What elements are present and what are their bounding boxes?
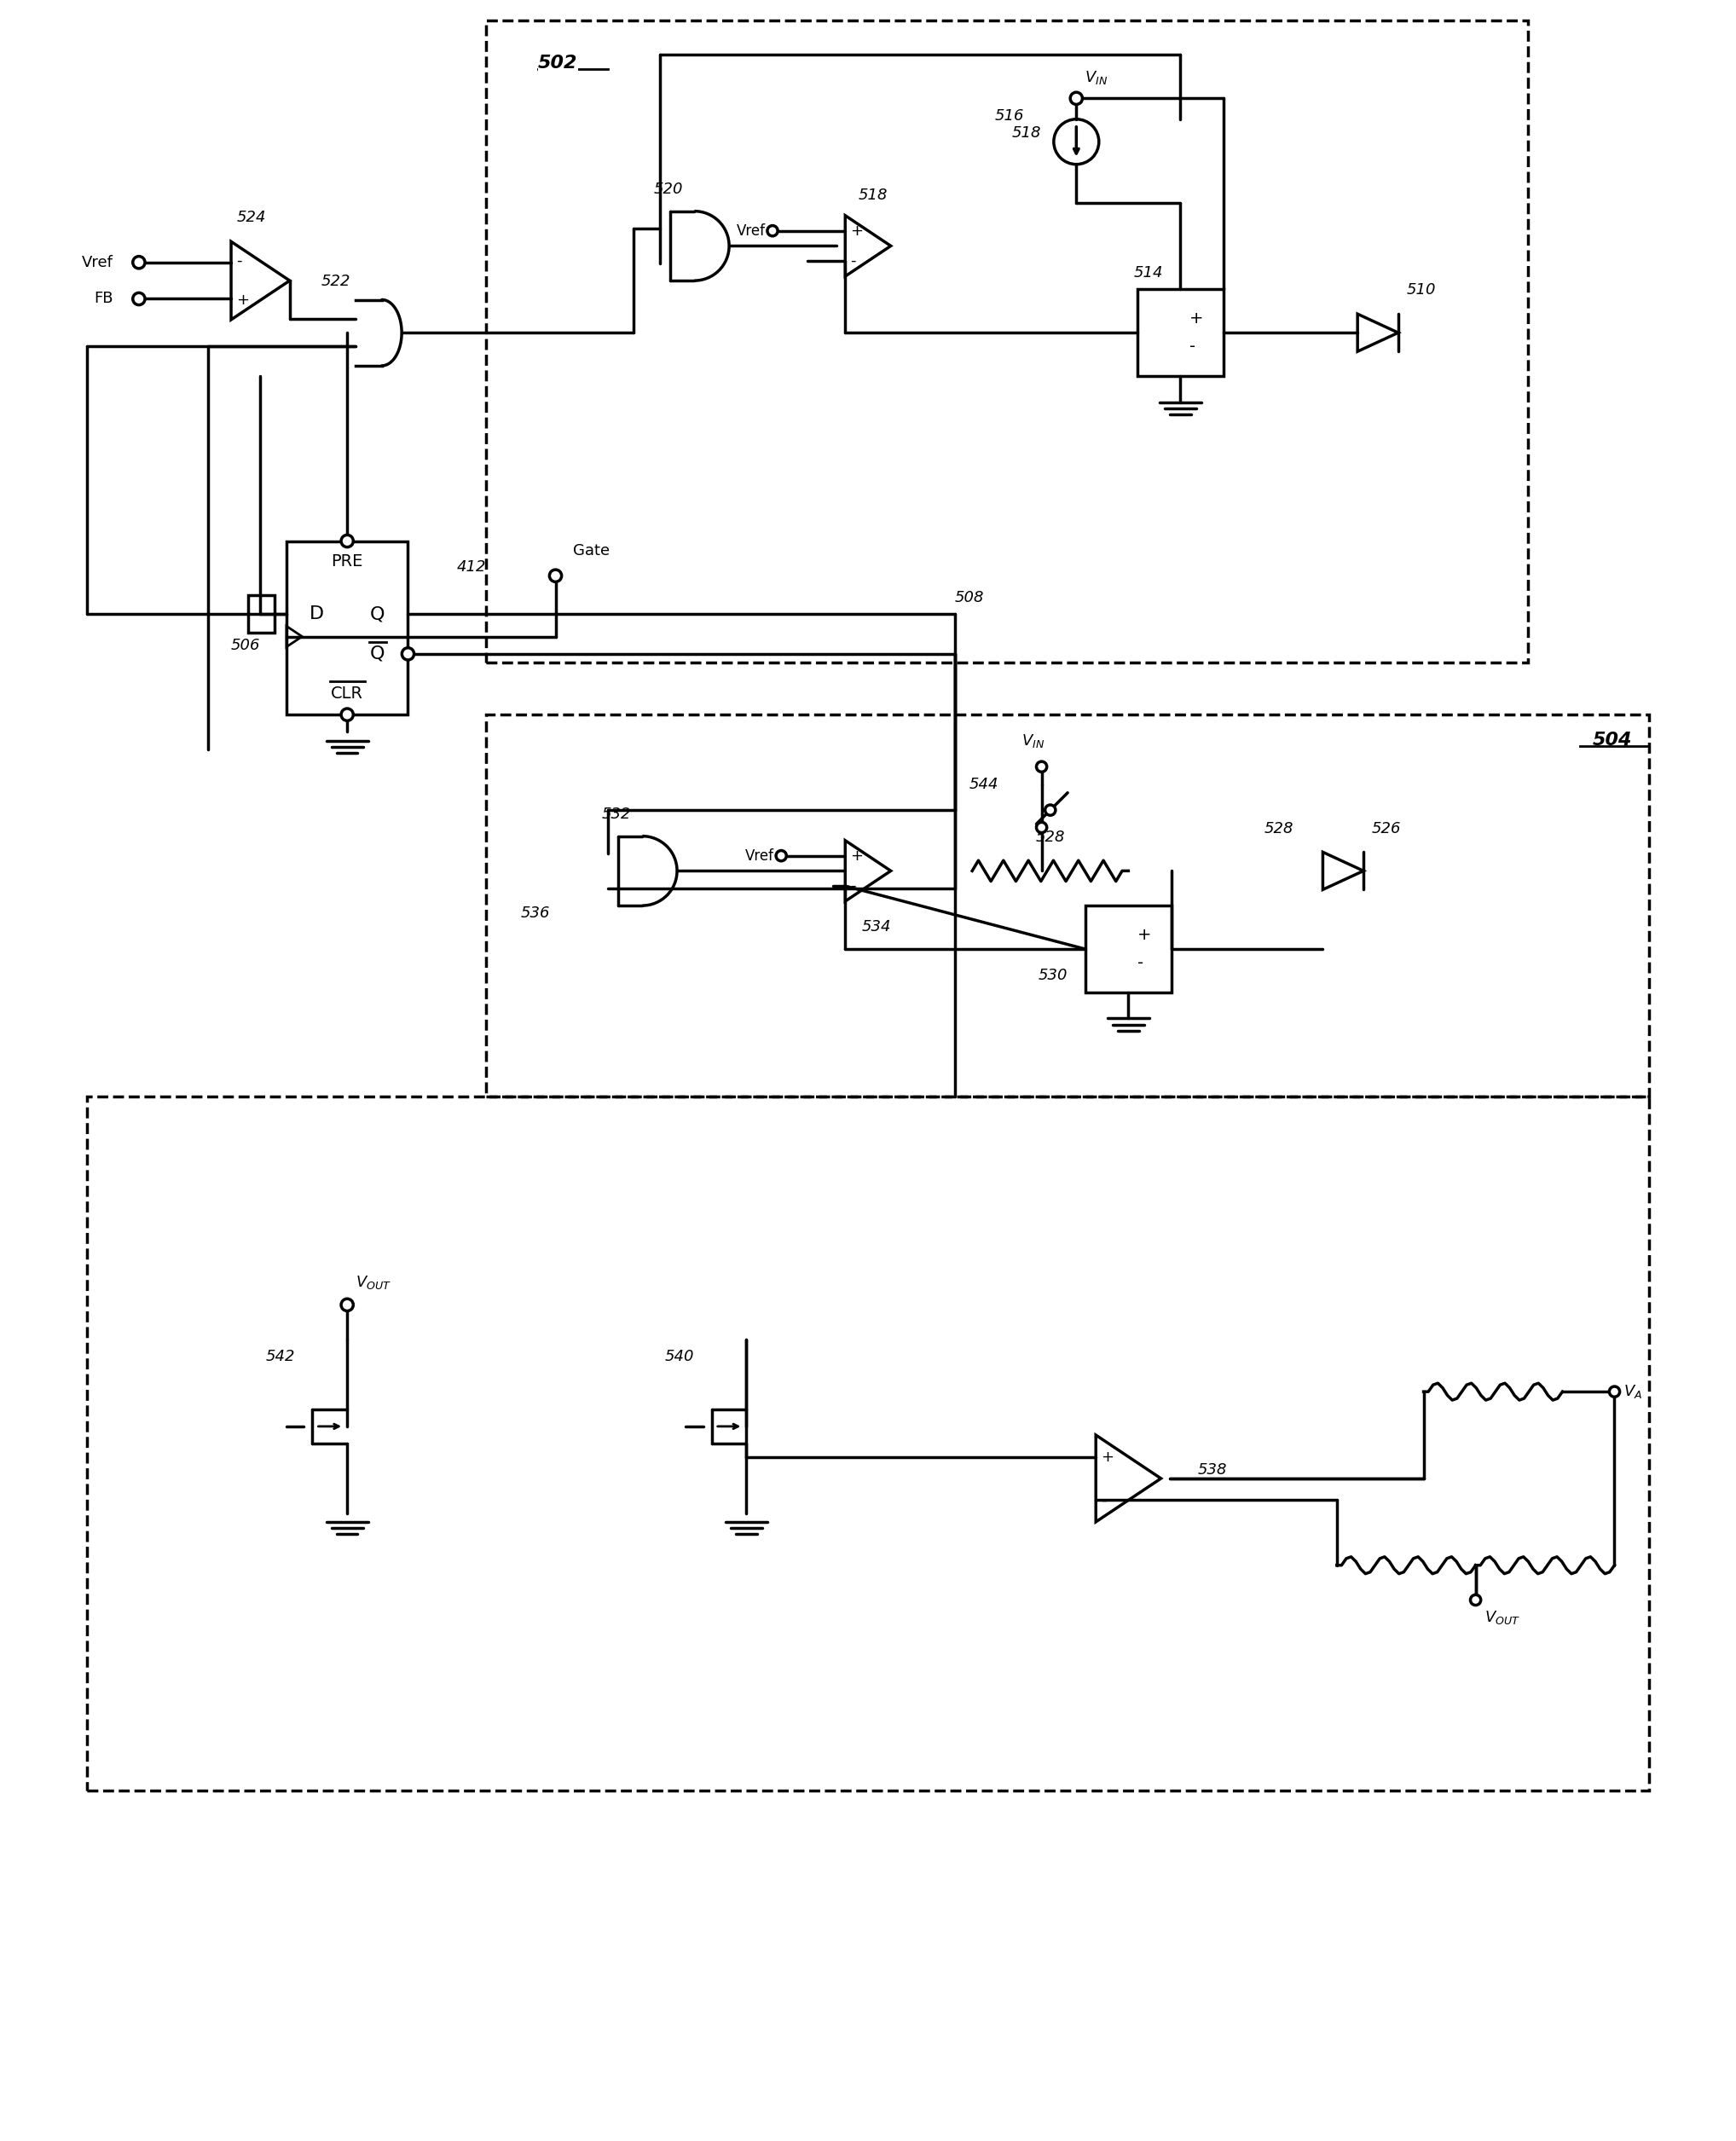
Bar: [1085, 906, 1172, 993]
Circle shape: [340, 1300, 352, 1310]
Circle shape: [767, 225, 778, 236]
Bar: [1137, 289, 1224, 377]
Text: 540: 540: [665, 1349, 694, 1364]
Circle shape: [1036, 822, 1047, 833]
Text: 520: 520: [654, 182, 682, 197]
Circle shape: [132, 257, 144, 268]
Circle shape: [1609, 1387, 1620, 1396]
Text: Gate: Gate: [573, 544, 609, 559]
Text: 502: 502: [538, 56, 578, 73]
Text: -: -: [851, 253, 856, 270]
Circle shape: [340, 709, 352, 722]
Text: FB: FB: [94, 291, 113, 306]
Bar: [87, 1096, 1649, 1790]
Text: +: +: [236, 293, 248, 308]
Text: 528: 528: [1264, 820, 1293, 837]
Text: 544: 544: [969, 777, 998, 792]
Text: $V_{IN}$: $V_{IN}$: [1021, 732, 1045, 749]
Text: 534: 534: [863, 918, 891, 936]
Text: 530: 530: [1038, 968, 1068, 983]
Text: 528: 528: [1036, 829, 1064, 846]
Circle shape: [401, 649, 413, 659]
Text: +: +: [851, 223, 863, 238]
Text: 518: 518: [859, 186, 887, 203]
Text: +: +: [1189, 310, 1203, 328]
Text: CLR: CLR: [332, 685, 363, 702]
Text: Q: Q: [370, 644, 385, 662]
Text: 526: 526: [1371, 820, 1401, 837]
Bar: [286, 542, 408, 715]
Text: 542: 542: [266, 1349, 295, 1364]
Circle shape: [132, 293, 144, 304]
Text: Q: Q: [370, 606, 385, 623]
Circle shape: [1470, 1595, 1481, 1606]
Text: 510: 510: [1406, 283, 1436, 298]
Text: 506: 506: [231, 638, 260, 653]
Text: 538: 538: [1198, 1462, 1227, 1477]
Text: 532: 532: [602, 807, 630, 822]
Text: 536: 536: [521, 906, 550, 921]
Circle shape: [1036, 762, 1047, 773]
Circle shape: [1069, 92, 1083, 105]
Text: +: +: [851, 848, 863, 863]
Text: 522: 522: [321, 274, 351, 289]
Text: -: -: [851, 878, 856, 893]
Circle shape: [776, 850, 786, 861]
Text: -: -: [236, 253, 241, 270]
Text: D: D: [309, 606, 325, 623]
Text: Vref: Vref: [82, 255, 113, 270]
Text: Vref: Vref: [736, 223, 766, 238]
Text: Vref: Vref: [745, 848, 774, 863]
Circle shape: [1045, 805, 1055, 816]
Text: 524: 524: [238, 210, 266, 225]
Bar: [486, 19, 1528, 662]
Circle shape: [340, 535, 352, 548]
Text: $V_{OUT}$: $V_{OUT}$: [356, 1274, 392, 1291]
Text: PRE: PRE: [332, 555, 363, 570]
Text: $V_A$: $V_A$: [1623, 1383, 1642, 1400]
Text: -: -: [1101, 1492, 1106, 1507]
Circle shape: [549, 570, 561, 582]
Text: -: -: [1137, 955, 1142, 972]
Text: 514: 514: [1134, 265, 1163, 280]
Text: 508: 508: [955, 591, 984, 606]
Text: 516: 516: [995, 107, 1024, 124]
Bar: [248, 595, 274, 634]
Text: $V_{IN}$: $V_{IN}$: [1085, 69, 1108, 86]
Text: $V_{OUT}$: $V_{OUT}$: [1484, 1608, 1521, 1625]
Text: 518: 518: [1012, 126, 1042, 141]
Text: -: -: [1189, 338, 1194, 355]
Bar: [486, 715, 1649, 1096]
Text: +: +: [1137, 927, 1151, 944]
Text: 504: 504: [1592, 732, 1632, 749]
Text: +: +: [1101, 1449, 1115, 1464]
Text: 412: 412: [457, 559, 486, 574]
